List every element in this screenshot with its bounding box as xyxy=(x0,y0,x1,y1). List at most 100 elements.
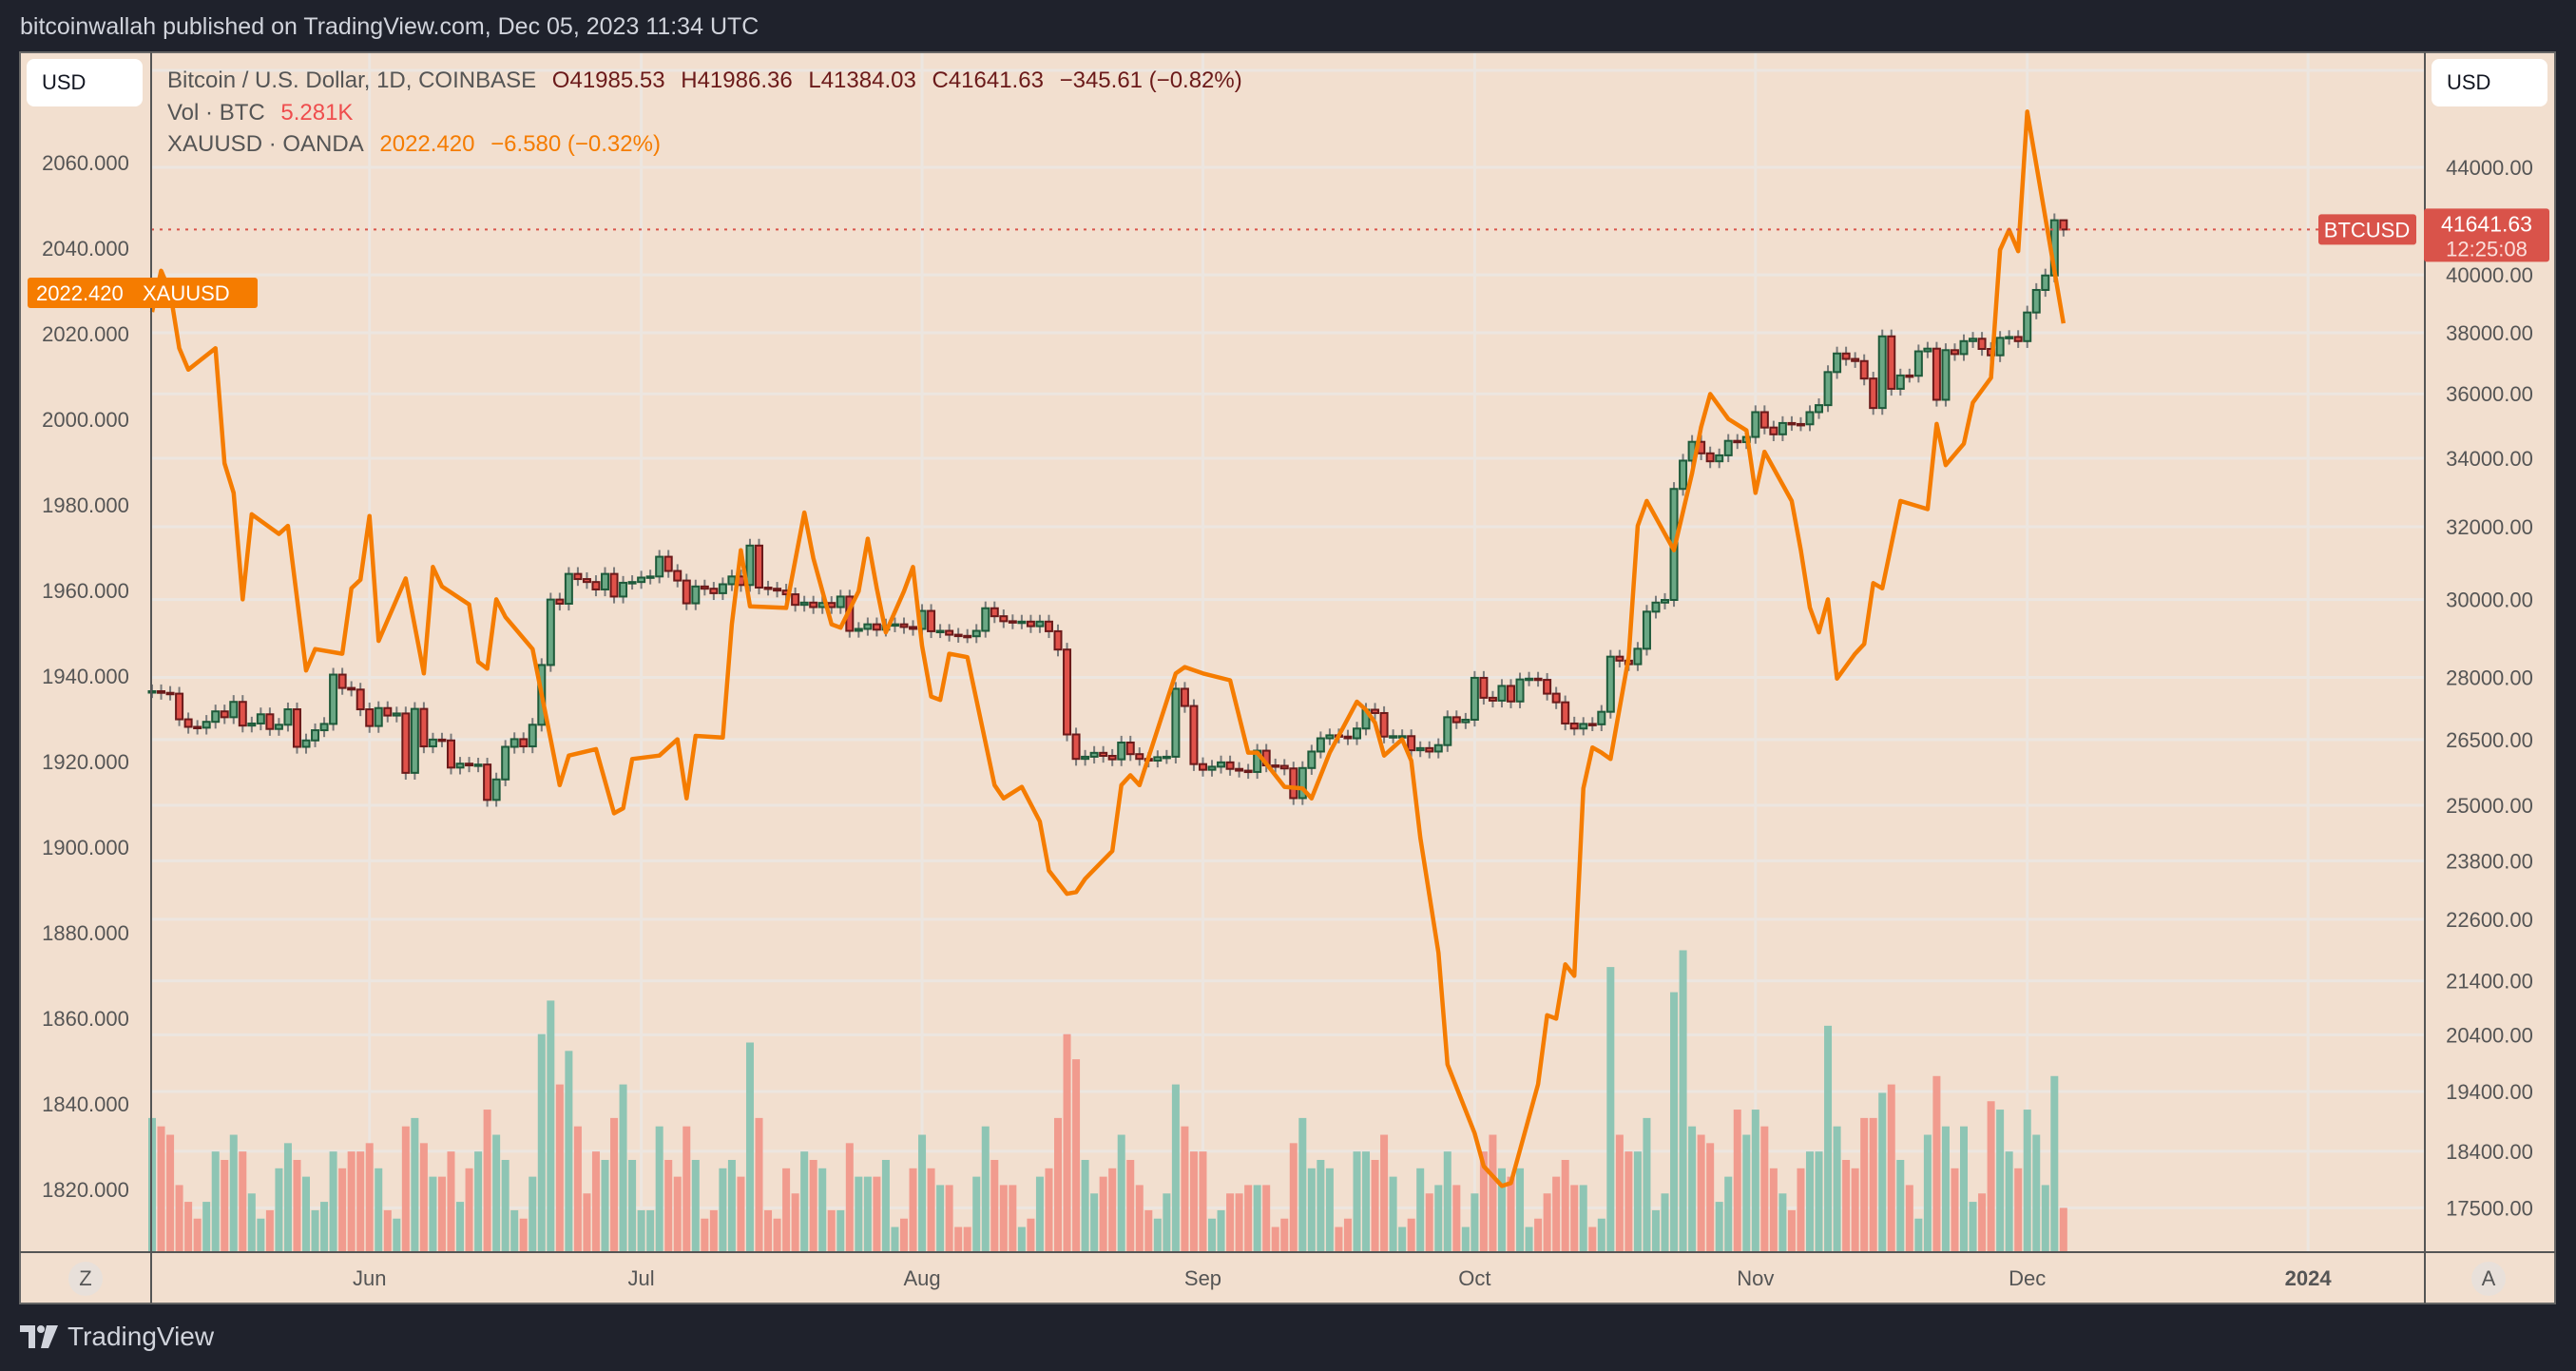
candle xyxy=(1905,368,1914,383)
candle-body xyxy=(745,544,755,587)
btc-candles xyxy=(147,213,2068,807)
candle xyxy=(1371,703,1380,721)
candle xyxy=(491,772,501,807)
volume-bar xyxy=(1253,1185,1261,1252)
candle xyxy=(1008,614,1017,629)
volume-bar xyxy=(1262,1185,1271,1252)
candle xyxy=(1507,679,1515,708)
candle-body xyxy=(1561,701,1570,724)
left-tick-label: 1840.000 xyxy=(42,1092,129,1116)
volume-bar xyxy=(492,1134,501,1252)
right-tick-label: 38000.00 xyxy=(2446,321,2533,345)
volume-bar xyxy=(745,1042,754,1252)
right-tick-label: 32000.00 xyxy=(2446,515,2533,539)
volume-bar xyxy=(265,1209,274,1252)
volume-bar xyxy=(673,1176,682,1252)
volume-bar xyxy=(1969,1202,1977,1252)
volume-bar xyxy=(166,1134,175,1252)
candle xyxy=(193,720,202,735)
xauusd-price-label: 2022.420 XAUUSD xyxy=(28,278,258,308)
candle-body xyxy=(175,692,184,721)
candle xyxy=(410,702,419,781)
candle xyxy=(682,573,691,610)
candle-body xyxy=(1325,734,1335,740)
volume-bar xyxy=(1407,1218,1415,1252)
right-tick-label: 23800.00 xyxy=(2446,849,2533,873)
volume-bar xyxy=(727,1159,736,1252)
candle xyxy=(1461,712,1471,729)
candle-body xyxy=(1289,767,1298,800)
left-currency-button[interactable]: USD xyxy=(27,59,143,106)
candle xyxy=(220,705,229,724)
right-currency-button[interactable]: USD xyxy=(2432,59,2547,106)
candle-body xyxy=(564,572,573,605)
candle-body xyxy=(220,710,229,719)
candle xyxy=(256,707,265,731)
candle-body xyxy=(1543,679,1552,695)
candle xyxy=(1515,672,1525,708)
legend-symbol: Bitcoin / U.S. Dollar, 1D, COINBASE xyxy=(167,68,537,93)
candle xyxy=(899,617,909,634)
volume-bar xyxy=(1189,1151,1198,1252)
candle-body xyxy=(1950,349,1959,356)
candle xyxy=(1063,643,1072,742)
candle-body xyxy=(963,634,972,639)
btc-symbol-tag: BTCUSD xyxy=(2324,218,2410,241)
candle xyxy=(1597,705,1606,731)
tradingview-logo-icon xyxy=(20,1325,58,1348)
legend-xauusd[interactable]: XAUUSD · OANDA 2022.420 −6.580 (−0.32%) xyxy=(167,131,670,158)
candle-body xyxy=(1995,337,2005,357)
legend-volume[interactable]: Vol · BTC 5.281K xyxy=(167,100,362,126)
candle xyxy=(528,718,537,754)
footer-brand[interactable]: TradingView xyxy=(20,1322,214,1352)
candle xyxy=(1833,346,1842,379)
candle-body xyxy=(1869,377,1878,410)
legend-xau-value: 2022.420 xyxy=(379,131,475,157)
candle xyxy=(1217,755,1226,774)
left-axis[interactable]: 2060.000 2040.000 2020.000 2000.000 1980.000… xyxy=(42,151,129,1202)
volume-bar xyxy=(1570,1185,1579,1252)
candle xyxy=(501,740,510,786)
volume-bar xyxy=(719,1168,727,1252)
candle xyxy=(1044,614,1053,639)
candle-body xyxy=(935,629,945,634)
candle xyxy=(1679,454,1688,496)
candle-body xyxy=(763,587,773,590)
time-tick-label: Aug xyxy=(903,1266,940,1290)
candle-body xyxy=(247,722,257,727)
time-tick-label: Nov xyxy=(1737,1266,1774,1290)
right-tick-label: 22600.00 xyxy=(2446,908,2533,932)
volume-bar xyxy=(637,1209,645,1252)
right-axis[interactable]: 44000.00 40000.00 38000.00 36000.00 34000.00… xyxy=(2446,156,2533,1220)
volume-bar xyxy=(565,1051,573,1252)
candle xyxy=(872,617,881,637)
legend-low: L41384.03 xyxy=(808,68,916,93)
candle-body xyxy=(1443,716,1452,746)
candle-body xyxy=(1932,347,1941,401)
volume-bar xyxy=(1588,1226,1597,1252)
candle xyxy=(555,592,565,611)
legend-btc[interactable]: Bitcoin / U.S. Dollar, 1D, COINBASE O419… xyxy=(167,68,1252,94)
candle xyxy=(1895,368,1905,396)
candle-body xyxy=(1525,677,1534,682)
candle xyxy=(1561,695,1570,731)
candle-body xyxy=(1461,718,1471,724)
volume-bar xyxy=(447,1151,455,1252)
volume-bar xyxy=(283,1143,292,1252)
time-tick-label: Dec xyxy=(2009,1266,2046,1290)
right-tick-label: 26500.00 xyxy=(2446,728,2533,752)
zoom-button[interactable]: Z xyxy=(68,1262,103,1296)
candle-body xyxy=(1044,620,1053,632)
candle xyxy=(637,570,646,589)
right-tick-label: 25000.00 xyxy=(2446,794,2533,818)
candle xyxy=(1189,699,1199,771)
auto-scale-button[interactable]: A xyxy=(2471,1262,2506,1296)
candle xyxy=(301,733,311,754)
time-axis[interactable]: Jun Jul Aug Sep Oct Nov Dec 2024 xyxy=(353,1266,2332,1290)
candle xyxy=(971,624,981,644)
candle xyxy=(1579,717,1588,736)
candle-body xyxy=(990,607,999,618)
candle xyxy=(1661,592,1670,609)
right-tick-label: 20400.00 xyxy=(2446,1023,2533,1047)
